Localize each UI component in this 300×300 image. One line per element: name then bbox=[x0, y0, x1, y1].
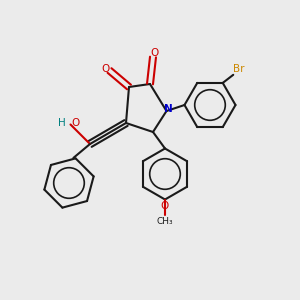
Text: O: O bbox=[72, 118, 80, 128]
Text: N: N bbox=[164, 104, 172, 115]
Text: O: O bbox=[160, 201, 169, 211]
Text: CH₃: CH₃ bbox=[157, 217, 173, 226]
Text: Br: Br bbox=[233, 64, 245, 74]
Text: H: H bbox=[58, 118, 66, 128]
Text: O: O bbox=[101, 64, 109, 74]
Text: O: O bbox=[150, 48, 159, 59]
